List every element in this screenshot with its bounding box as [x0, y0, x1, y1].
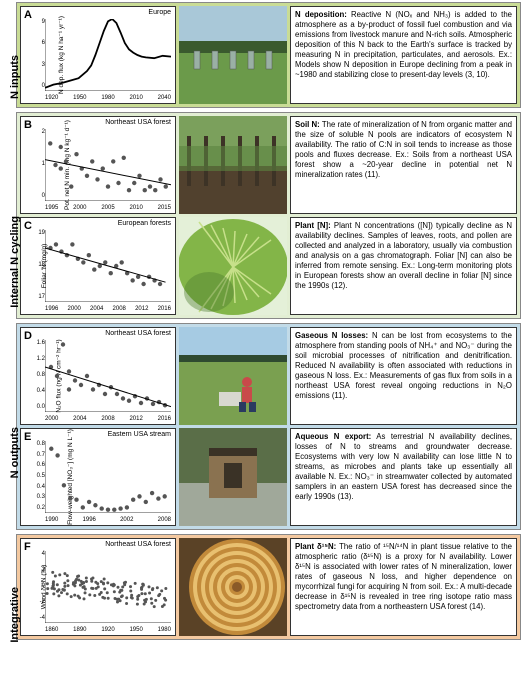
description-body: The rate of mineralization of N from org… [295, 120, 512, 179]
panel-row-d: DNortheast USA forestN₂O flux (ng N cm⁻²… [20, 327, 517, 425]
x-ticks: 19201950198020102040 [45, 95, 171, 101]
photo-a [179, 6, 287, 104]
photo-f [179, 538, 287, 636]
x-ticks: 20002004200820122016 [45, 416, 171, 422]
description-heading: N deposition: [295, 10, 347, 19]
section-outputs: N outputsDNortheast USA forestN₂O flux (… [16, 323, 521, 530]
panel-letter: D [24, 330, 32, 342]
section-inputs: N inputsAEuropeN dep. flux (kg N ha⁻¹ yr… [16, 2, 521, 108]
chart-panel-e: EEastern USA streamFlow-weighted [NO₃⁻] … [20, 428, 176, 526]
panel-letter: A [24, 9, 32, 21]
chart-panel-f: FNortheast USA forestWood δ¹⁵N (‰)420-2-… [20, 538, 176, 636]
chart-region-label: Northeast USA forest [105, 330, 171, 337]
photo-d [179, 327, 287, 425]
panel-row-a: AEuropeN dep. flux (kg N ha⁻¹ yr⁻¹)96301… [20, 6, 517, 104]
chart-panel-c: CEuropean forestsFoliar 'N (mg/g)1918171… [20, 217, 176, 315]
panel-letter: E [24, 431, 31, 443]
chart-panel-a: AEuropeN dep. flux (kg N ha⁻¹ yr⁻¹)96301… [20, 6, 176, 104]
y-ticks: 420-2-4 [35, 551, 45, 621]
chart-region-label: Northeast USA forest [105, 119, 171, 126]
section-cycling: Internal N cyclingBNortheast USA forestP… [16, 112, 521, 319]
x-ticks: 199620002004200820122016 [45, 306, 171, 312]
description-heading: Plant [N]: [295, 221, 331, 230]
photo-e [179, 428, 287, 526]
description-heading: Soil N: [295, 120, 320, 129]
description-heading: Plant δ¹⁵N: [295, 542, 336, 551]
y-ticks: 1.61.20.80.40.0 [35, 340, 45, 410]
description-box: Plant [N]: Plant N concentrations ([N]) … [290, 217, 517, 315]
chart-region-label: Northeast USA forest [105, 541, 171, 548]
y-ticks: 191817 [35, 230, 45, 300]
description-body: Reactive N (NOₓ and NH₃) is added to the… [295, 10, 512, 79]
panel-row-b: BNortheast USA forestPot. net N min. (mg… [20, 116, 517, 214]
chart-region-label: European forests [118, 220, 171, 227]
y-ticks: 0.80.70.60.50.40.30.2 [35, 441, 45, 511]
panel-letter: B [24, 119, 32, 131]
description-heading: Aqueous N export: [295, 432, 371, 441]
y-ticks: 210 [35, 129, 45, 199]
description-box: Soil N: The rate of mineralization of N … [290, 116, 517, 214]
panel-row-e: EEastern USA streamFlow-weighted [NO₃⁻] … [20, 428, 517, 526]
x-ticks: 19952000200520102015 [45, 205, 171, 211]
section-integrative: IntegrativeFNortheast USA forestWood δ¹⁵… [16, 534, 521, 640]
description-box: Plant δ¹⁵N: The ratio of ¹⁵N/¹⁴N in plan… [290, 538, 517, 636]
chart-panel-b: BNortheast USA forestPot. net N min. (mg… [20, 116, 176, 214]
panel-letter: C [24, 220, 32, 232]
description-body: As terrestrial N availability declines, … [295, 432, 512, 501]
panel-row-c: CEuropean forestsFoliar 'N (mg/g)1918171… [20, 217, 517, 315]
chart-region-label: Eastern USA stream [108, 431, 171, 438]
description-box: N deposition: Reactive N (NOₓ and NH₃) i… [290, 6, 517, 104]
x-ticks: 18601890192019501980 [45, 627, 171, 633]
description-body: The ratio of ¹⁵N/¹⁴N in plant tissue rel… [295, 542, 512, 611]
description-body: N can be lost from ecosystems to the atm… [295, 331, 512, 400]
chart-panel-d: DNortheast USA forestN₂O flux (ng N cm⁻²… [20, 327, 176, 425]
panel-row-f: FNortheast USA forestWood δ¹⁵N (‰)420-2-… [20, 538, 517, 636]
y-ticks: 9630 [35, 19, 45, 89]
description-heading: Gaseous N losses: [295, 331, 368, 340]
x-ticks: 1990199620022008 [45, 517, 171, 523]
chart-region-label: Europe [148, 9, 171, 16]
description-box: Gaseous N losses: N can be lost from eco… [290, 327, 517, 425]
panel-letter: F [24, 541, 31, 553]
description-box: Aqueous N export: As terrestrial N avail… [290, 428, 517, 526]
photo-b [179, 116, 287, 214]
photo-c [179, 217, 287, 315]
description-body: Plant N concentrations ([N]) typically d… [295, 221, 512, 290]
